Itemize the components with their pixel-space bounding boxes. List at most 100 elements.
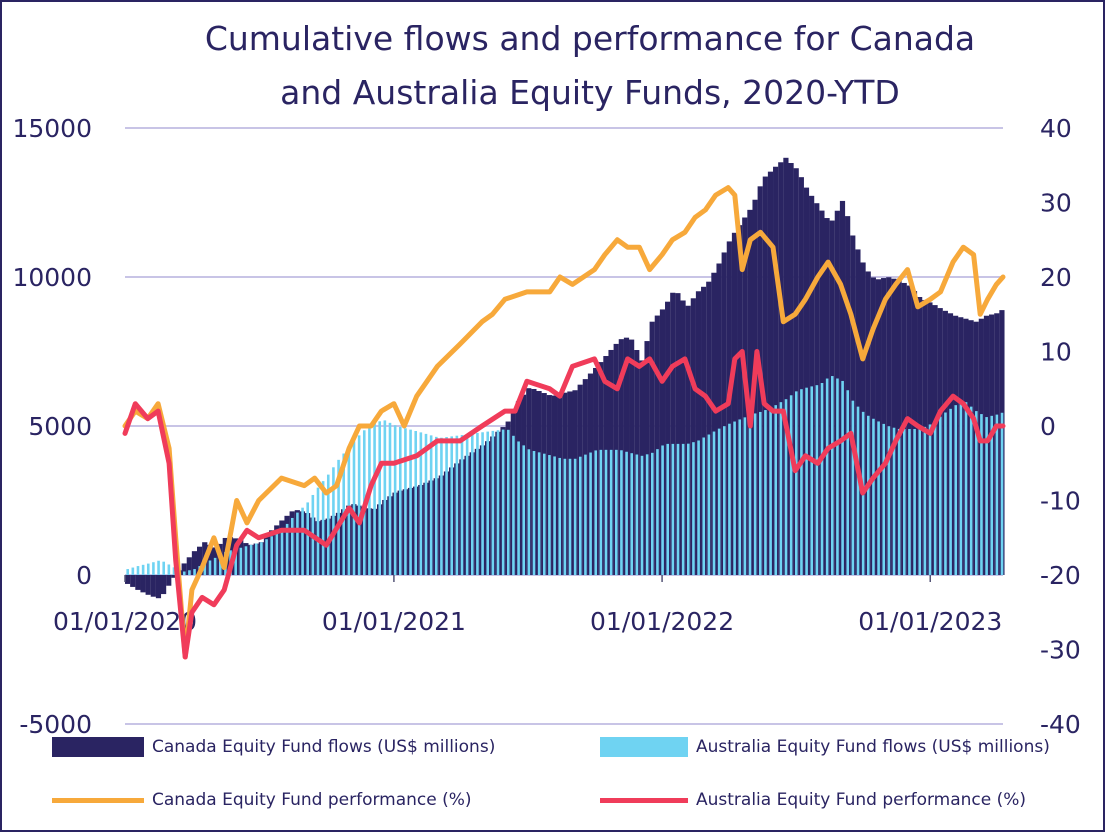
bar-canada-flows xyxy=(186,557,192,575)
legend-swatch-canada-perf xyxy=(52,797,144,803)
x-axis-tick-label: 01/01/2020 xyxy=(53,607,197,636)
bar-canada-flows xyxy=(166,575,172,586)
bar-australia-flows xyxy=(527,449,531,575)
bar-australia-flows xyxy=(496,430,500,575)
bar-australia-flows xyxy=(296,512,299,575)
bar-australia-flows xyxy=(686,443,690,575)
bar-canada-flows xyxy=(798,177,804,576)
bar-australia-flows xyxy=(208,560,212,575)
bar-canada-flows xyxy=(670,292,676,575)
left-axis-tick-label: 0 xyxy=(76,561,92,590)
bar-canada-flows xyxy=(197,546,203,575)
bar-australia-flows xyxy=(321,481,325,575)
bar-canada-flows xyxy=(135,575,141,590)
bar-australia-flows xyxy=(275,532,279,575)
bar-australia-flows xyxy=(779,402,783,575)
bar-australia-flows xyxy=(831,376,834,575)
bar-australia-flows xyxy=(903,428,906,575)
bar-australia-flows xyxy=(692,442,695,575)
x-axis-tick-label: 01/01/2022 xyxy=(590,607,734,636)
bar-canada-flows xyxy=(731,232,738,575)
bar-australia-flows xyxy=(578,456,582,575)
bar-australia-flows xyxy=(368,426,371,575)
bar-canada-flows xyxy=(695,291,702,575)
bar-australia-flows xyxy=(980,414,983,575)
chart-title-line-1: Cumulative flows and performance for Can… xyxy=(204,19,976,58)
bar-australia-flows xyxy=(913,428,916,575)
legend-item-australia-perf: Australia Equity Fund performance (%) xyxy=(600,790,1026,810)
bar-australia-flows xyxy=(398,426,402,575)
bar-australia-flows xyxy=(270,536,274,575)
bar-australia-flows xyxy=(404,428,407,575)
bar-canada-flows xyxy=(659,309,666,575)
bar-australia-flows xyxy=(501,429,505,575)
bar-canada-flows xyxy=(706,281,712,575)
bar-australia-flows xyxy=(944,412,947,575)
bar-australia-flows xyxy=(131,567,135,575)
bar-canada-flows xyxy=(886,277,892,575)
bar-australia-flows xyxy=(182,571,186,575)
bar-australia-flows xyxy=(373,422,376,575)
bar-canada-flows xyxy=(711,272,717,575)
bar-canada-flows xyxy=(716,263,722,575)
x-axis-tick-label: 01/01/2021 xyxy=(322,607,466,636)
legend-swatch-australia-perf xyxy=(600,797,688,803)
bar-canada-flows xyxy=(125,575,131,584)
bar-canada-flows xyxy=(767,171,774,575)
bar-australia-flows xyxy=(301,507,304,575)
bar-australia-flows xyxy=(784,399,788,575)
right-axis-tick-label: 40 xyxy=(1040,114,1072,143)
bar-australia-flows xyxy=(867,415,870,575)
legend-label-canada-perf: Canada Equity Fund performance (%) xyxy=(152,790,472,810)
left-axis-tick-label: 15000 xyxy=(12,114,92,143)
bar-australia-flows xyxy=(378,421,382,575)
bar-australia-flows xyxy=(805,387,808,575)
bar-australia-flows xyxy=(882,423,886,575)
legend-label-canada-flows: Canada Equity Fund flows (US$ millions) xyxy=(152,737,496,757)
bar-australia-flows xyxy=(964,402,968,575)
bar-australia-flows xyxy=(172,567,176,575)
bar-australia-flows xyxy=(553,456,556,575)
bar-australia-flows xyxy=(609,449,613,575)
bar-canada-flows xyxy=(155,575,162,599)
bar-australia-flows xyxy=(985,417,988,575)
bar-canada-flows xyxy=(773,166,779,576)
bar-australia-flows xyxy=(542,453,546,575)
bar-australia-flows xyxy=(959,403,963,575)
bar-canada-flows xyxy=(809,195,815,576)
bar-canada-flows xyxy=(665,301,671,575)
bar-australia-flows xyxy=(429,435,433,575)
bar-australia-flows xyxy=(656,449,659,575)
bar-australia-flows xyxy=(928,424,932,575)
bar-canada-flows xyxy=(891,278,897,575)
bar-canada-flows xyxy=(783,157,789,576)
bar-australia-flows xyxy=(383,420,387,575)
bar-australia-flows xyxy=(445,437,448,575)
bar-australia-flows xyxy=(620,450,623,575)
bar-australia-flows xyxy=(759,411,762,575)
bar-australia-flows xyxy=(157,560,160,575)
bar-australia-flows xyxy=(332,467,335,575)
bar-australia-flows xyxy=(260,542,263,575)
bar-australia-flows xyxy=(434,436,438,575)
bar-australia-flows xyxy=(532,450,536,575)
legend-label-australia-flows: Australia Equity Fund flows (US$ million… xyxy=(696,737,1050,757)
bar-australia-flows xyxy=(265,539,268,575)
bar-australia-flows xyxy=(640,455,644,575)
left-axis-tick-label: 5000 xyxy=(28,412,92,441)
bar-australia-flows xyxy=(820,383,824,575)
right-axis-tick-label: -40 xyxy=(1040,710,1081,739)
bar-australia-flows xyxy=(188,570,191,575)
bar-australia-flows xyxy=(949,408,952,575)
bar-australia-flows xyxy=(733,421,736,575)
bar-australia-flows xyxy=(491,430,495,575)
bar-australia-flows xyxy=(239,547,243,575)
left-axis-tick-label: -5000 xyxy=(19,710,92,739)
bar-australia-flows xyxy=(254,543,258,575)
bar-australia-flows xyxy=(393,425,397,575)
bar-australia-flows xyxy=(316,487,320,575)
bar-australia-flows xyxy=(697,440,700,575)
bar-australia-flows xyxy=(671,443,675,575)
bar-australia-flows xyxy=(357,435,361,575)
